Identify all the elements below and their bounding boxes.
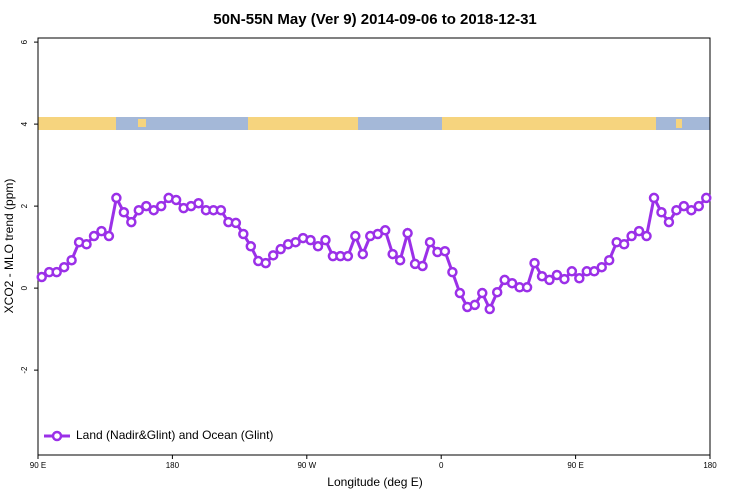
data-point	[626, 230, 637, 242]
data-point	[342, 250, 354, 262]
data-point	[305, 234, 316, 246]
data-point	[484, 303, 495, 315]
legend-label: Land (Nadir&Glint) and Ocean (Glint)	[76, 428, 273, 442]
land-band	[248, 117, 358, 130]
data-point	[663, 216, 675, 228]
data-point	[387, 248, 398, 260]
data-point	[81, 238, 92, 250]
y-tick-label: 2	[20, 203, 29, 208]
data-point	[491, 286, 503, 298]
y-tick-label: 0	[20, 285, 29, 290]
land-ocean-map	[38, 117, 710, 130]
land-band	[138, 119, 146, 127]
data-point	[656, 207, 667, 218]
data-point	[574, 273, 585, 284]
data-point	[379, 225, 391, 236]
plot-frame	[37, 37, 711, 456]
data-point	[559, 273, 570, 285]
data-point	[312, 241, 324, 252]
data-point	[589, 266, 600, 277]
data-point	[290, 236, 301, 248]
chart-title: 50N-55N May (Ver 9) 2014-09-06 to 2018-1…	[213, 11, 537, 28]
data-point	[686, 204, 697, 216]
data-point	[66, 254, 77, 266]
data-point	[141, 200, 152, 212]
data-point	[618, 238, 630, 250]
x-axis-label: Longitude (deg E)	[327, 475, 422, 489]
y-axis-label: XCO2 - MLO trend (ppm)	[2, 179, 16, 314]
data-point	[633, 225, 645, 237]
data-point	[111, 192, 122, 204]
data-point	[245, 241, 257, 252]
data-point	[447, 266, 458, 278]
data-point	[133, 204, 145, 216]
data-point	[641, 230, 652, 242]
data-point	[596, 261, 607, 273]
data-point	[603, 254, 615, 266]
data-point	[469, 299, 481, 311]
data-point	[51, 266, 62, 278]
x-tick-label: 90 E	[30, 461, 46, 470]
land-band	[442, 117, 656, 130]
x-tick-label: 0	[439, 461, 444, 470]
data-point	[454, 287, 466, 299]
data-point	[394, 254, 406, 266]
data-point	[566, 266, 578, 277]
data-point	[439, 245, 451, 257]
x-tick-label: 90 E	[567, 461, 583, 470]
data-point	[275, 243, 286, 255]
data-point	[96, 225, 107, 237]
data-point	[260, 257, 271, 269]
data-point	[215, 204, 227, 216]
data-point	[402, 227, 413, 239]
data-point	[521, 282, 533, 293]
data-point	[320, 234, 331, 246]
data-point	[267, 250, 279, 261]
data-point	[357, 248, 369, 260]
data-point	[148, 204, 159, 216]
y-tick-label: 4	[20, 121, 29, 126]
y-tick-label: 6	[20, 39, 29, 44]
data-point	[551, 269, 563, 281]
data-point	[230, 217, 242, 229]
data-point	[58, 261, 70, 273]
data-point	[648, 192, 660, 204]
data-point	[155, 200, 167, 212]
y-tick-label: -2	[20, 366, 29, 374]
data-point	[529, 257, 540, 269]
data-point	[36, 271, 47, 283]
data-point	[193, 197, 204, 209]
data-point	[671, 204, 682, 216]
data-point	[170, 194, 182, 206]
data-point	[477, 287, 488, 299]
data-point	[678, 200, 690, 212]
data-point	[417, 260, 428, 272]
data-point	[544, 274, 555, 286]
data-point	[350, 230, 361, 242]
data-point	[118, 207, 130, 218]
x-tick-label: 90 W	[297, 461, 316, 470]
data-point	[103, 230, 115, 242]
land-band	[676, 119, 682, 128]
data-point	[701, 192, 712, 204]
data-point	[238, 228, 249, 240]
data-point	[88, 230, 100, 242]
land-band	[38, 117, 116, 130]
data-point	[424, 236, 436, 248]
data-point	[506, 277, 518, 289]
data-point	[126, 216, 137, 228]
x-tick-label: 180	[166, 461, 180, 470]
data-point	[693, 200, 705, 212]
x-tick-label: 180	[703, 461, 717, 470]
legend-marker	[51, 430, 63, 442]
